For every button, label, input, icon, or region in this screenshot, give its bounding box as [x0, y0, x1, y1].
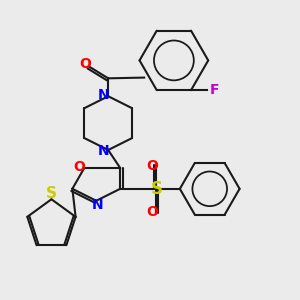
Text: O: O	[74, 160, 86, 174]
Text: S: S	[46, 186, 57, 201]
Text: S: S	[150, 180, 162, 198]
Text: N: N	[98, 145, 109, 158]
Text: O: O	[146, 205, 158, 219]
Text: N: N	[98, 88, 109, 102]
Text: O: O	[146, 158, 158, 172]
Text: F: F	[210, 83, 219, 97]
Text: N: N	[91, 198, 103, 212]
Text: O: O	[79, 57, 91, 71]
